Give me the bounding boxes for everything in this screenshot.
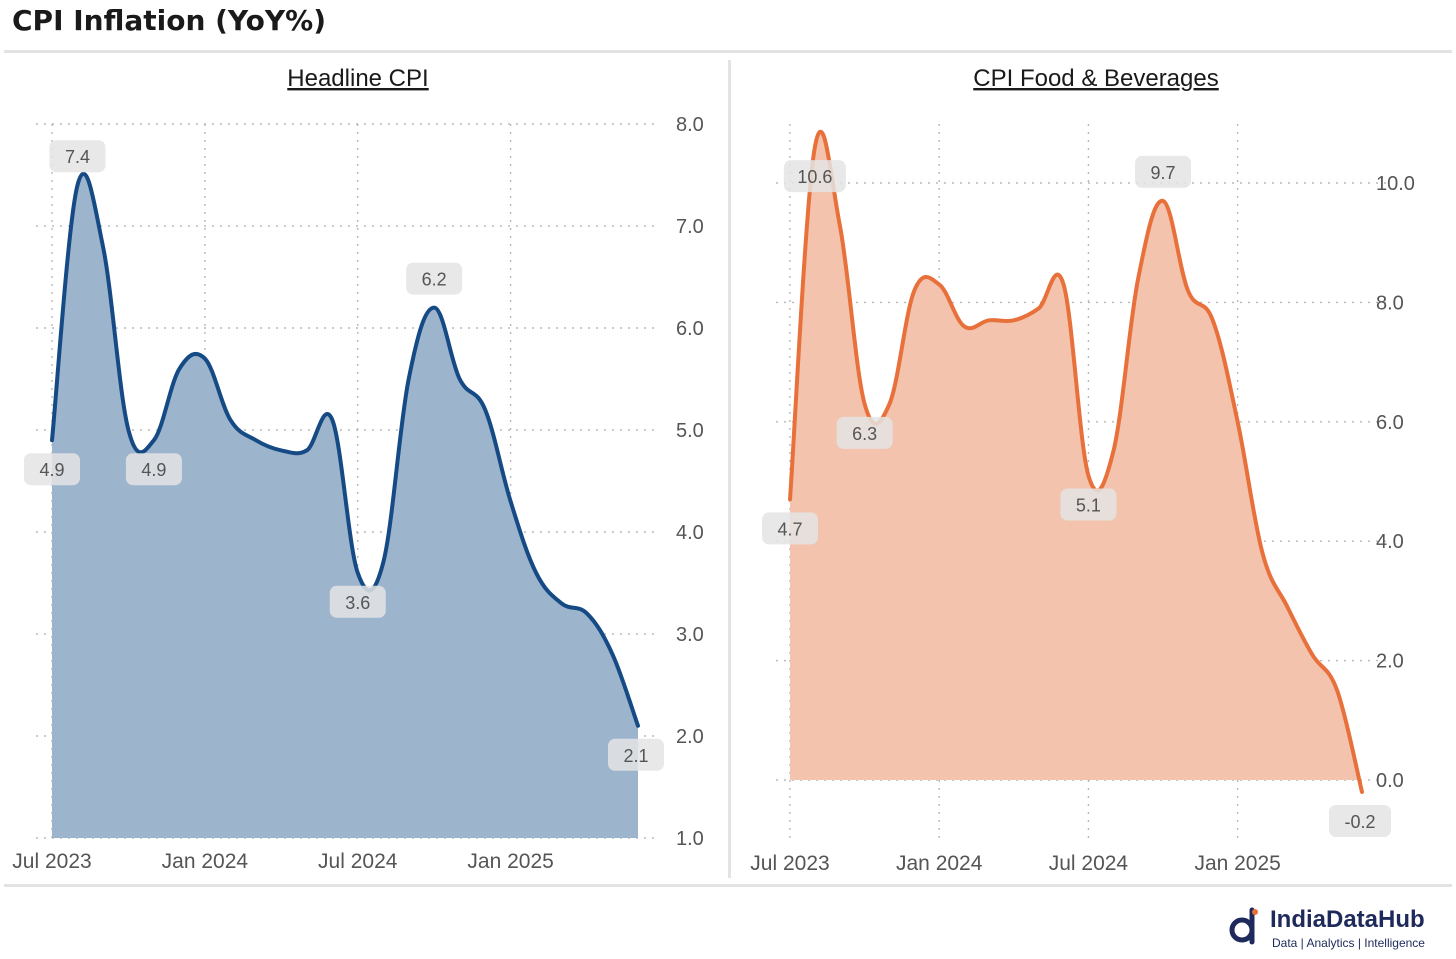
chart-food-ytick-label: 0.0 <box>1376 770 1404 792</box>
page-title: CPI Inflation (YoY%) <box>12 4 327 37</box>
chart-headline-xtick-label: Jul 2024 <box>318 850 398 873</box>
panel-divider <box>728 60 731 878</box>
chart-headline-data-label-bg <box>125 453 182 486</box>
chart-food-data-label: 10.6 <box>797 167 832 187</box>
chart-food-data-label-bg <box>762 512 818 545</box>
chart-food-xtick-label: Jul 2023 <box>750 852 829 875</box>
chart-food-xtick-label: Jan 2024 <box>896 852 983 875</box>
brand-name: IndiaDataHub <box>1270 906 1425 933</box>
chart-food-ytick-label: 2.0 <box>1376 651 1404 673</box>
chart-headline-data-label: 3.6 <box>345 593 370 613</box>
brand-logo: IndiaDataHub Data | Analytics | Intellig… <box>1228 904 1448 954</box>
chart-food-data-label-bg <box>1329 804 1391 837</box>
chart-food-ytick-label: 4.0 <box>1376 531 1404 553</box>
chart-headline-ytick-label: 2.0 <box>676 726 704 748</box>
chart-headline-series-line <box>50 171 640 728</box>
chart-food-data-label-bg <box>1135 155 1192 188</box>
chart-food-data-label: 5.1 <box>1076 496 1101 516</box>
chart-food-area <box>790 131 1362 792</box>
chart-headline-data-label-bg <box>24 453 80 486</box>
chart-headline: Headline CPI 1.0 2.0 3.0 4.0 5.0 6.0 7.0 8.0 Jul … <box>12 65 704 873</box>
chart-headline-xtick-label: Jul 2023 <box>12 850 91 873</box>
chart-food-series-line <box>788 129 1364 794</box>
chart-headline-ytick-label: 6.0 <box>676 318 704 340</box>
chart-headline-data-label: 4.9 <box>39 460 64 480</box>
bottom-divider <box>4 884 1452 887</box>
chart-food-data-label: 6.3 <box>852 424 877 444</box>
chart-headline-data-label-bg <box>608 738 664 771</box>
brand-tagline: Data | Analytics | Intelligence <box>1272 936 1425 950</box>
chart-headline-data-label: 7.4 <box>65 147 90 167</box>
chart-food-xtick-label: Jul 2024 <box>1049 852 1129 875</box>
chart-headline-title: Headline CPI <box>287 65 428 92</box>
chart-headline-data-label-bg <box>49 140 106 173</box>
chart-food: CPI Food & Beverages 0.0 2.0 4.0 6.0 8.0 10.0 J… <box>750 65 1415 875</box>
charts-canvas: Headline CPI 1.0 2.0 3.0 4.0 5.0 6.0 7.0 8.0 Jul … <box>12 65 1415 875</box>
top-divider <box>4 50 1452 53</box>
chart-headline-xtick-label: Jan 2024 <box>162 850 249 873</box>
chart-food-data-label-bg <box>1060 488 1117 521</box>
chart-food-ytick-label: 8.0 <box>1376 292 1404 314</box>
chart-headline-ytick-label: 5.0 <box>676 420 704 442</box>
chart-headline-ytick-label: 8.0 <box>676 114 704 136</box>
chart-headline-ytick-label: 7.0 <box>676 216 704 238</box>
chart-food-xtick-label: Jan 2025 <box>1194 852 1280 875</box>
chart-headline-xtick-label: Jan 2025 <box>467 850 553 873</box>
chart-food-data-label-bg <box>783 160 846 193</box>
chart-headline-data-label-bg <box>406 262 463 295</box>
chart-food-ytick-label: 6.0 <box>1376 412 1404 434</box>
chart-headline-ytick-label: 4.0 <box>676 522 704 544</box>
chart-food-title: CPI Food & Beverages <box>973 65 1218 92</box>
chart-headline-data-label: 6.2 <box>422 270 447 290</box>
chart-food-data-label: 9.7 <box>1151 163 1176 183</box>
chart-food-data-label: 4.7 <box>777 519 802 539</box>
chart-headline-ytick-label: 3.0 <box>676 624 704 646</box>
chart-food-data-label-bg <box>836 416 893 449</box>
chart-headline-data-label-bg <box>329 585 386 618</box>
chart-headline-data-label: 4.9 <box>141 460 166 480</box>
chart-food-data-label: -0.2 <box>1344 812 1375 832</box>
brand-logo-icon <box>1229 907 1258 945</box>
chart-headline-ytick-label: 1.0 <box>676 828 704 850</box>
chart-headline-data-label: 2.1 <box>623 746 648 766</box>
chart-food-ytick-label: 10.0 <box>1376 173 1415 195</box>
